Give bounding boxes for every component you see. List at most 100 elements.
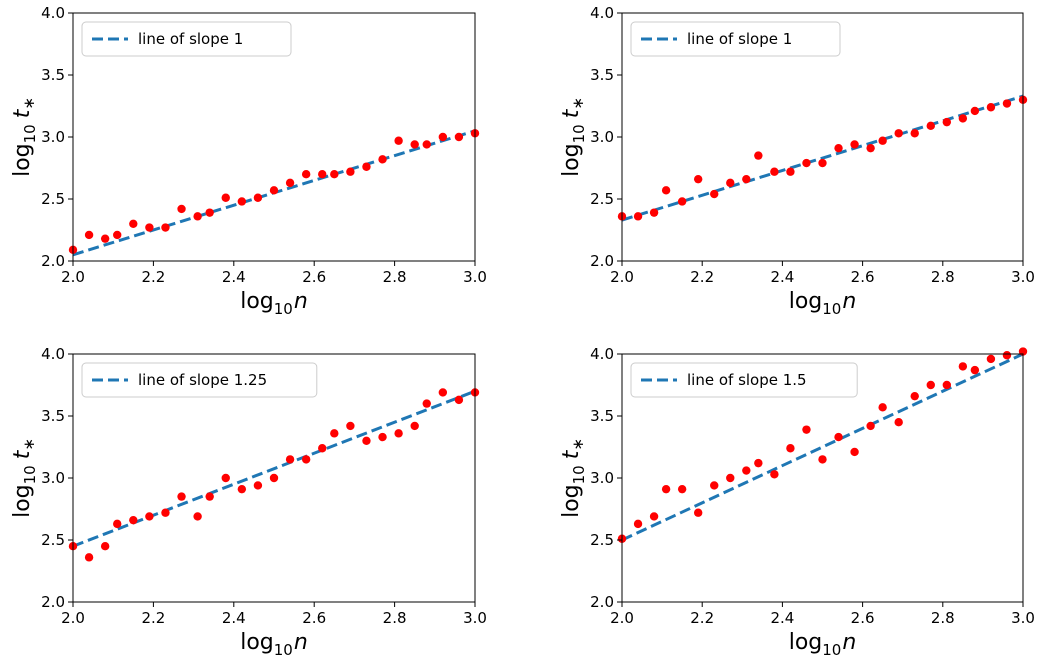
- y-tick-label: 3.5: [41, 66, 65, 84]
- data-point: [910, 129, 919, 138]
- data-point: [834, 143, 843, 153]
- data-point: [346, 167, 355, 176]
- data-point: [318, 170, 327, 179]
- data-point: [422, 140, 431, 149]
- data-point: [410, 421, 419, 431]
- data-point: [161, 223, 170, 232]
- data-points: [617, 95, 1028, 221]
- y-tick-label: 4.0: [41, 4, 65, 22]
- data-point: [285, 455, 295, 464]
- data-point: [84, 230, 94, 240]
- data-point: [205, 208, 214, 217]
- data-point: [818, 455, 827, 464]
- y-tick-label: 2.5: [41, 531, 65, 549]
- data-point: [378, 155, 387, 164]
- data-point: [177, 204, 186, 214]
- data-point: [878, 403, 887, 412]
- x-tick-label: 2.4: [770, 609, 794, 627]
- data-point: [410, 140, 419, 149]
- x-tick-label: 2.8: [931, 609, 955, 627]
- data-point: [346, 421, 355, 431]
- data-point: [161, 508, 170, 517]
- y-tick-label: 3.0: [41, 128, 65, 146]
- x-tick-label: 2.8: [931, 268, 955, 286]
- data-point: [894, 418, 903, 427]
- data-point: [633, 212, 643, 221]
- data-point: [221, 193, 230, 202]
- y-axis-label: log10t∗: [559, 97, 588, 177]
- data-point: [958, 362, 968, 371]
- legend-label: line of slope 1: [687, 30, 792, 48]
- data-point: [970, 106, 980, 116]
- data-point: [770, 167, 779, 176]
- data-point: [649, 208, 659, 217]
- x-tick-label: 2.2: [690, 268, 714, 286]
- data-point: [850, 447, 859, 457]
- x-tick-label: 2.8: [383, 268, 407, 286]
- data-points: [68, 129, 480, 255]
- data-point: [710, 481, 719, 490]
- x-tick-label: 3.0: [463, 268, 487, 286]
- x-tick-label: 2.2: [141, 609, 165, 627]
- data-point: [926, 380, 935, 390]
- data-point: [970, 365, 980, 375]
- legend-box: [81, 21, 292, 57]
- x-tick-label: 2.6: [302, 268, 326, 286]
- x-tick-label: 2.4: [222, 268, 246, 286]
- data-point: [866, 143, 875, 153]
- legend: line of slope 1: [81, 21, 292, 57]
- data-point: [649, 512, 659, 521]
- data-point: [394, 429, 403, 438]
- legend-label: line of slope 1.25: [138, 371, 267, 389]
- legend-box: [630, 21, 841, 57]
- data-point: [454, 395, 464, 405]
- data-point: [786, 444, 795, 453]
- x-tick-label: 2.6: [851, 268, 875, 286]
- data-point: [710, 189, 719, 199]
- x-axis-label: log10n: [789, 630, 857, 659]
- x-axis-label: log10n: [240, 630, 308, 659]
- fit-line: [622, 94, 1023, 222]
- data-point: [986, 354, 996, 364]
- y-tick-label: 2.5: [590, 531, 614, 549]
- chart-panel-2: 2.0 2.2 2.4 2.6 2.8 3.0 2.0 2.5 3.0 3.5 4.0 log10n l…: [559, 4, 1035, 318]
- data-point: [942, 117, 952, 127]
- data-point: [633, 519, 643, 529]
- data-point: [726, 178, 735, 188]
- data-point: [362, 162, 371, 171]
- x-tick-label: 2.0: [610, 609, 634, 627]
- y-tick-label: 4.0: [590, 4, 614, 22]
- x-tick-label: 2.6: [302, 609, 326, 627]
- data-point: [818, 158, 827, 168]
- y-axis-label: log10t∗: [10, 97, 39, 177]
- data-point: [802, 425, 811, 434]
- data-point: [693, 508, 703, 517]
- data-points: [68, 388, 480, 562]
- fit-line: [622, 354, 1023, 542]
- data-point: [742, 466, 751, 475]
- x-tick-label: 2.0: [610, 268, 634, 286]
- data-point: [986, 103, 996, 112]
- fit-line: [73, 389, 475, 548]
- y-tick-label: 3.0: [41, 469, 65, 487]
- data-point: [1002, 351, 1012, 360]
- data-point: [910, 391, 919, 401]
- data-point: [113, 519, 122, 529]
- data-point: [100, 542, 110, 551]
- data-point: [84, 553, 94, 562]
- x-tick-label: 2.2: [690, 609, 714, 627]
- data-point: [330, 170, 339, 179]
- y-tick-label: 4.0: [41, 345, 65, 363]
- data-point: [129, 219, 138, 228]
- x-tick-label: 2.0: [61, 268, 85, 286]
- data-point: [754, 458, 763, 468]
- data-point: [661, 186, 671, 195]
- data-point: [269, 473, 279, 483]
- data-point: [958, 114, 968, 123]
- data-point: [113, 230, 122, 240]
- legend: line of slope 1.5: [630, 362, 858, 398]
- data-point: [677, 197, 687, 206]
- data-points: [617, 347, 1028, 543]
- chart-panel-1: 2.0 2.2 2.4 2.6 2.8 3.0 2.0 2.5 3.0 3.5 4.0 log10n l…: [10, 4, 487, 318]
- y-tick-label: 3.5: [590, 407, 614, 425]
